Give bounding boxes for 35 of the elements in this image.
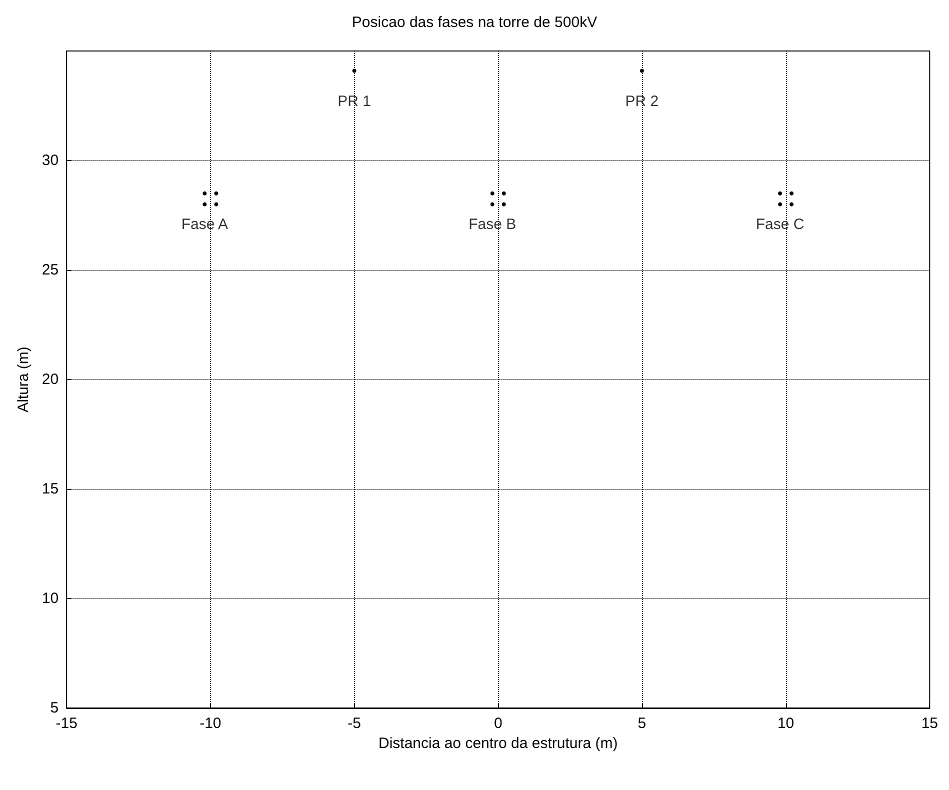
annotation: Fase A	[181, 216, 228, 233]
x-tick-label: -5	[348, 715, 361, 732]
point	[202, 202, 207, 206]
point	[502, 202, 506, 206]
annotation: Fase B	[468, 216, 516, 233]
point	[490, 191, 494, 196]
y-tick-label: 25	[42, 262, 59, 278]
x-tick-label: 0	[494, 715, 502, 732]
x-axis-title: Distancia ao centro da estrutura (m)	[378, 734, 618, 752]
point	[490, 202, 494, 206]
y-tick-label: 30	[42, 152, 59, 169]
point	[778, 191, 782, 196]
y-tick-label: 20	[42, 371, 59, 388]
y-axis-title: Altura (m)	[15, 346, 32, 412]
chart-title: Posicao das fases na torre de 500kV	[352, 14, 598, 31]
y-tick-label: 10	[42, 590, 59, 607]
x-tick-label: 15	[921, 715, 938, 732]
point	[502, 191, 506, 196]
x-tick-label: -10	[200, 715, 222, 732]
point	[352, 68, 356, 73]
point	[214, 202, 218, 206]
y-tick-label: 15	[42, 480, 59, 498]
annotation: PR 1	[338, 93, 371, 110]
point	[214, 191, 218, 196]
point	[640, 68, 644, 73]
x-tick-label: 10	[777, 715, 794, 732]
annotation: PR 2	[625, 93, 659, 110]
annotation: Fase C	[756, 216, 804, 233]
point	[790, 191, 794, 196]
x-tick-label: 5	[638, 715, 646, 732]
point	[778, 202, 782, 206]
point	[790, 202, 794, 206]
x-tick-label: -15	[56, 715, 78, 732]
point	[202, 191, 207, 196]
y-tick-label: 5	[50, 700, 59, 716]
